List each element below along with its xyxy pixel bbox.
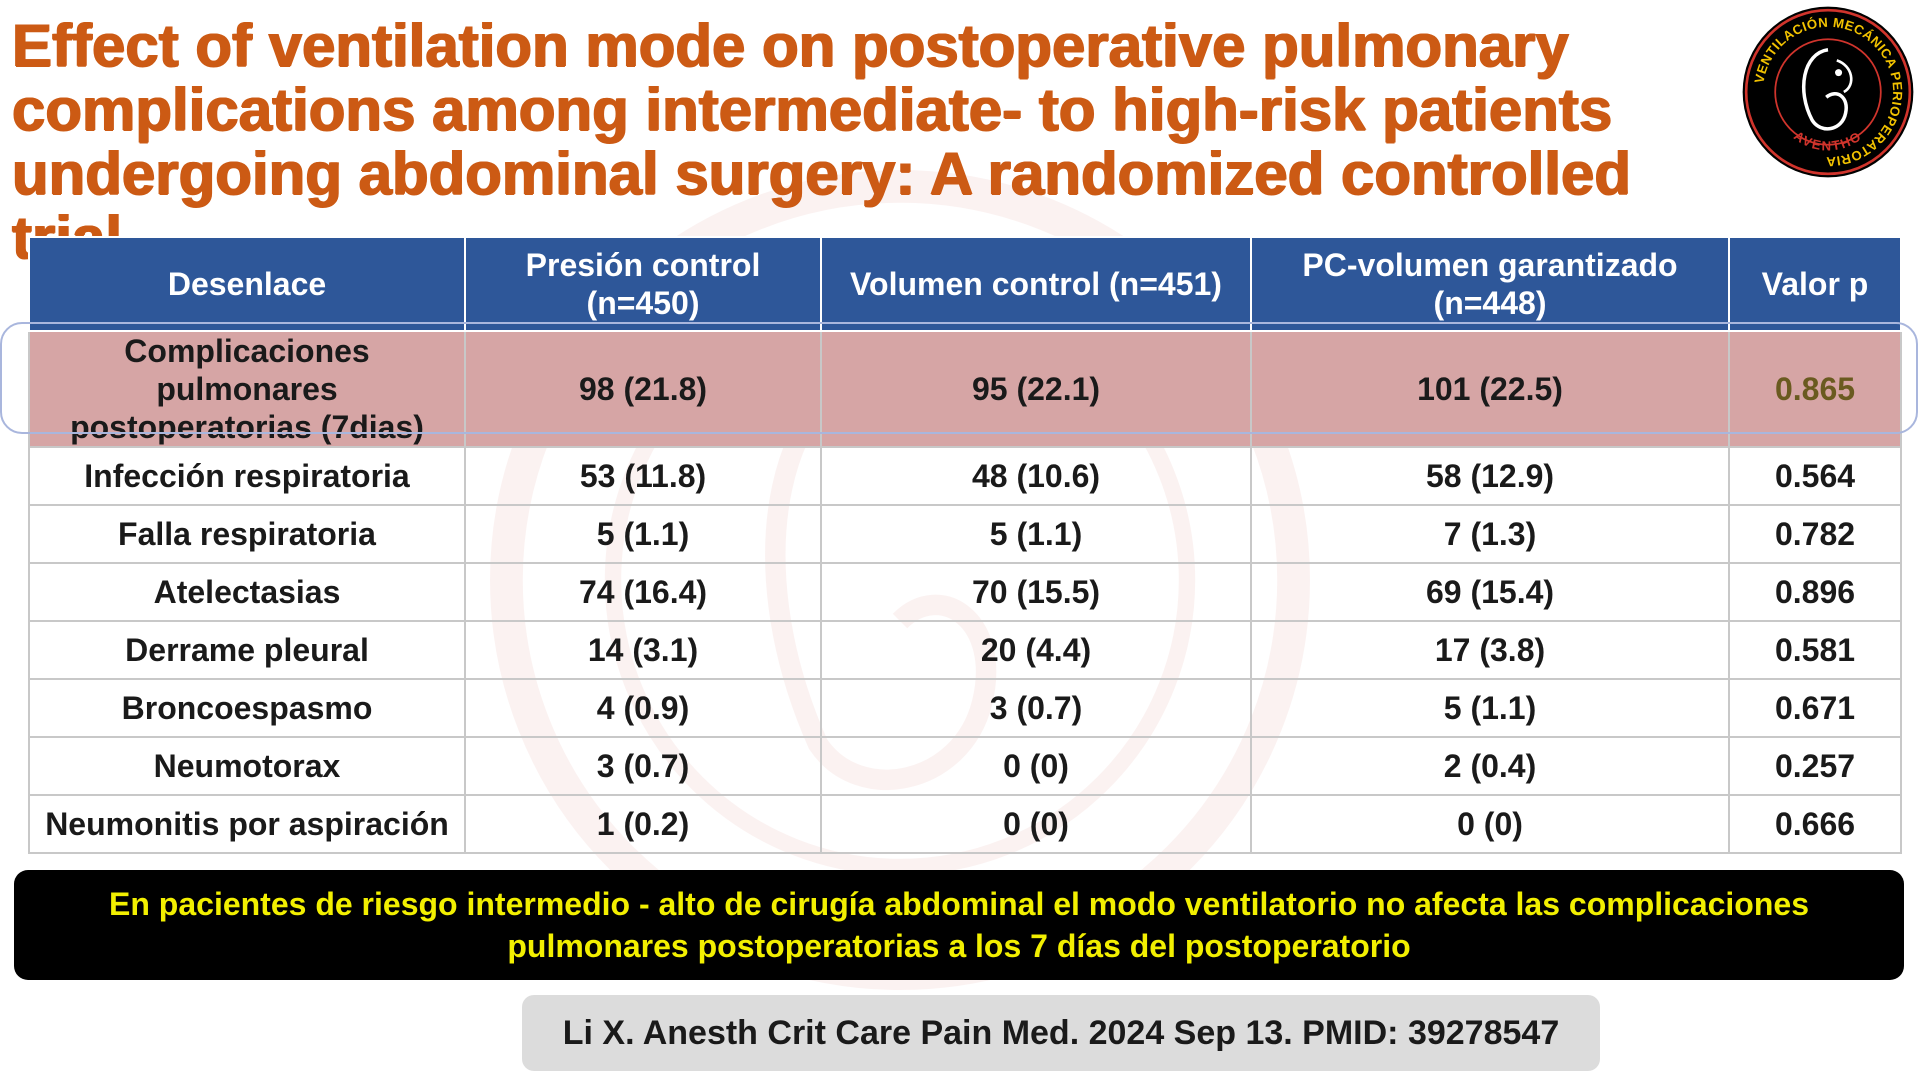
vc-cell: 0 (0) — [820, 736, 1252, 796]
table-row: Atelectasias 74 (16.4) 70 (15.5) 69 (15.… — [28, 562, 1902, 622]
slide-title: Effect of ventilation mode on postoperat… — [12, 12, 1632, 270]
lung-silhouette-icon — [1802, 48, 1853, 131]
citation-box: Li X. Anesth Crit Care Pain Med. 2024 Se… — [522, 995, 1600, 1071]
conclusion-banner: En pacientes de riesgo intermedio - alto… — [14, 870, 1904, 980]
outcome-cell: Neumotorax — [28, 736, 466, 796]
pcvg-cell: 2 (0.4) — [1250, 736, 1730, 796]
pc-cell: 53 (11.8) — [464, 446, 822, 506]
p-value-cell: 0.564 — [1728, 446, 1902, 506]
p-value-cell: 0.671 — [1728, 678, 1902, 738]
citation-text: Li X. Anesth Crit Care Pain Med. 2024 Se… — [562, 1013, 1560, 1052]
pcvg-cell: 7 (1.3) — [1250, 504, 1730, 564]
table-header-row: Desenlace Presión control (n=450) Volume… — [28, 236, 1902, 332]
aventho-logo: VENTILACIÓN MECÁNICA PERIOPERATORIA AVEN… — [1742, 6, 1914, 178]
vc-cell: 20 (4.4) — [820, 620, 1252, 680]
pcvg-cell: 5 (1.1) — [1250, 678, 1730, 738]
pcvg-cell: 17 (3.8) — [1250, 620, 1730, 680]
vc-cell: 95 (22.1) — [820, 330, 1252, 448]
outcome-cell: Derrame pleural — [28, 620, 466, 680]
p-value-cell: 0.865 — [1728, 330, 1902, 448]
vc-cell: 5 (1.1) — [820, 504, 1252, 564]
pcvg-cell: 69 (15.4) — [1250, 562, 1730, 622]
outcome-cell: Complicaciones pulmonares postoperatoria… — [28, 330, 466, 448]
table-row: Neumonitis por aspiración 1 (0.2) 0 (0) … — [28, 794, 1902, 854]
vc-cell: 3 (0.7) — [820, 678, 1252, 738]
pc-cell: 14 (3.1) — [464, 620, 822, 680]
table-row: Broncoespasmo 4 (0.9) 3 (0.7) 5 (1.1) 0.… — [28, 678, 1902, 738]
p-value-cell: 0.257 — [1728, 736, 1902, 796]
p-value-cell: 0.666 — [1728, 794, 1902, 854]
outcome-cell: Falla respiratoria — [28, 504, 466, 564]
pc-cell: 1 (0.2) — [464, 794, 822, 854]
header-outcome: Desenlace — [28, 236, 466, 332]
table-row: Neumotorax 3 (0.7) 0 (0) 2 (0.4) 0.257 — [28, 736, 1902, 796]
p-value-cell: 0.581 — [1728, 620, 1902, 680]
header-pc-volume-guaranteed: PC-volumen garantizado (n=448) — [1250, 236, 1730, 332]
outcome-cell: Atelectasias — [28, 562, 466, 622]
pc-cell: 5 (1.1) — [464, 504, 822, 564]
outcome-cell: Infección respiratoria — [28, 446, 466, 506]
outcome-cell: Neumonitis por aspiración — [28, 794, 466, 854]
table-row: Derrame pleural 14 (3.1) 20 (4.4) 17 (3.… — [28, 620, 1902, 680]
pc-cell: 3 (0.7) — [464, 736, 822, 796]
pc-cell: 74 (16.4) — [464, 562, 822, 622]
vc-cell: 48 (10.6) — [820, 446, 1252, 506]
header-pressure-control: Presión control (n=450) — [464, 236, 822, 332]
outcome-cell: Broncoespasmo — [28, 678, 466, 738]
pcvg-cell: 101 (22.5) — [1250, 330, 1730, 448]
pc-cell: 4 (0.9) — [464, 678, 822, 738]
vc-cell: 70 (15.5) — [820, 562, 1252, 622]
table-row: Falla respiratoria 5 (1.1) 5 (1.1) 7 (1.… — [28, 504, 1902, 564]
pcvg-cell: 0 (0) — [1250, 794, 1730, 854]
header-p-value: Valor p — [1728, 236, 1902, 332]
vc-cell: 0 (0) — [820, 794, 1252, 854]
results-table: Desenlace Presión control (n=450) Volume… — [28, 236, 1902, 854]
p-value-cell: 0.896 — [1728, 562, 1902, 622]
p-value-cell: 0.782 — [1728, 504, 1902, 564]
table-row-highlighted: Complicaciones pulmonares postoperatoria… — [28, 330, 1902, 448]
header-volume-control: Volumen control (n=451) — [820, 236, 1252, 332]
pc-cell: 98 (21.8) — [464, 330, 822, 448]
pcvg-cell: 58 (12.9) — [1250, 446, 1730, 506]
conclusion-text: En pacientes de riesgo intermedio - alto… — [109, 886, 1809, 964]
table-row: Infección respiratoria 53 (11.8) 48 (10.… — [28, 446, 1902, 506]
